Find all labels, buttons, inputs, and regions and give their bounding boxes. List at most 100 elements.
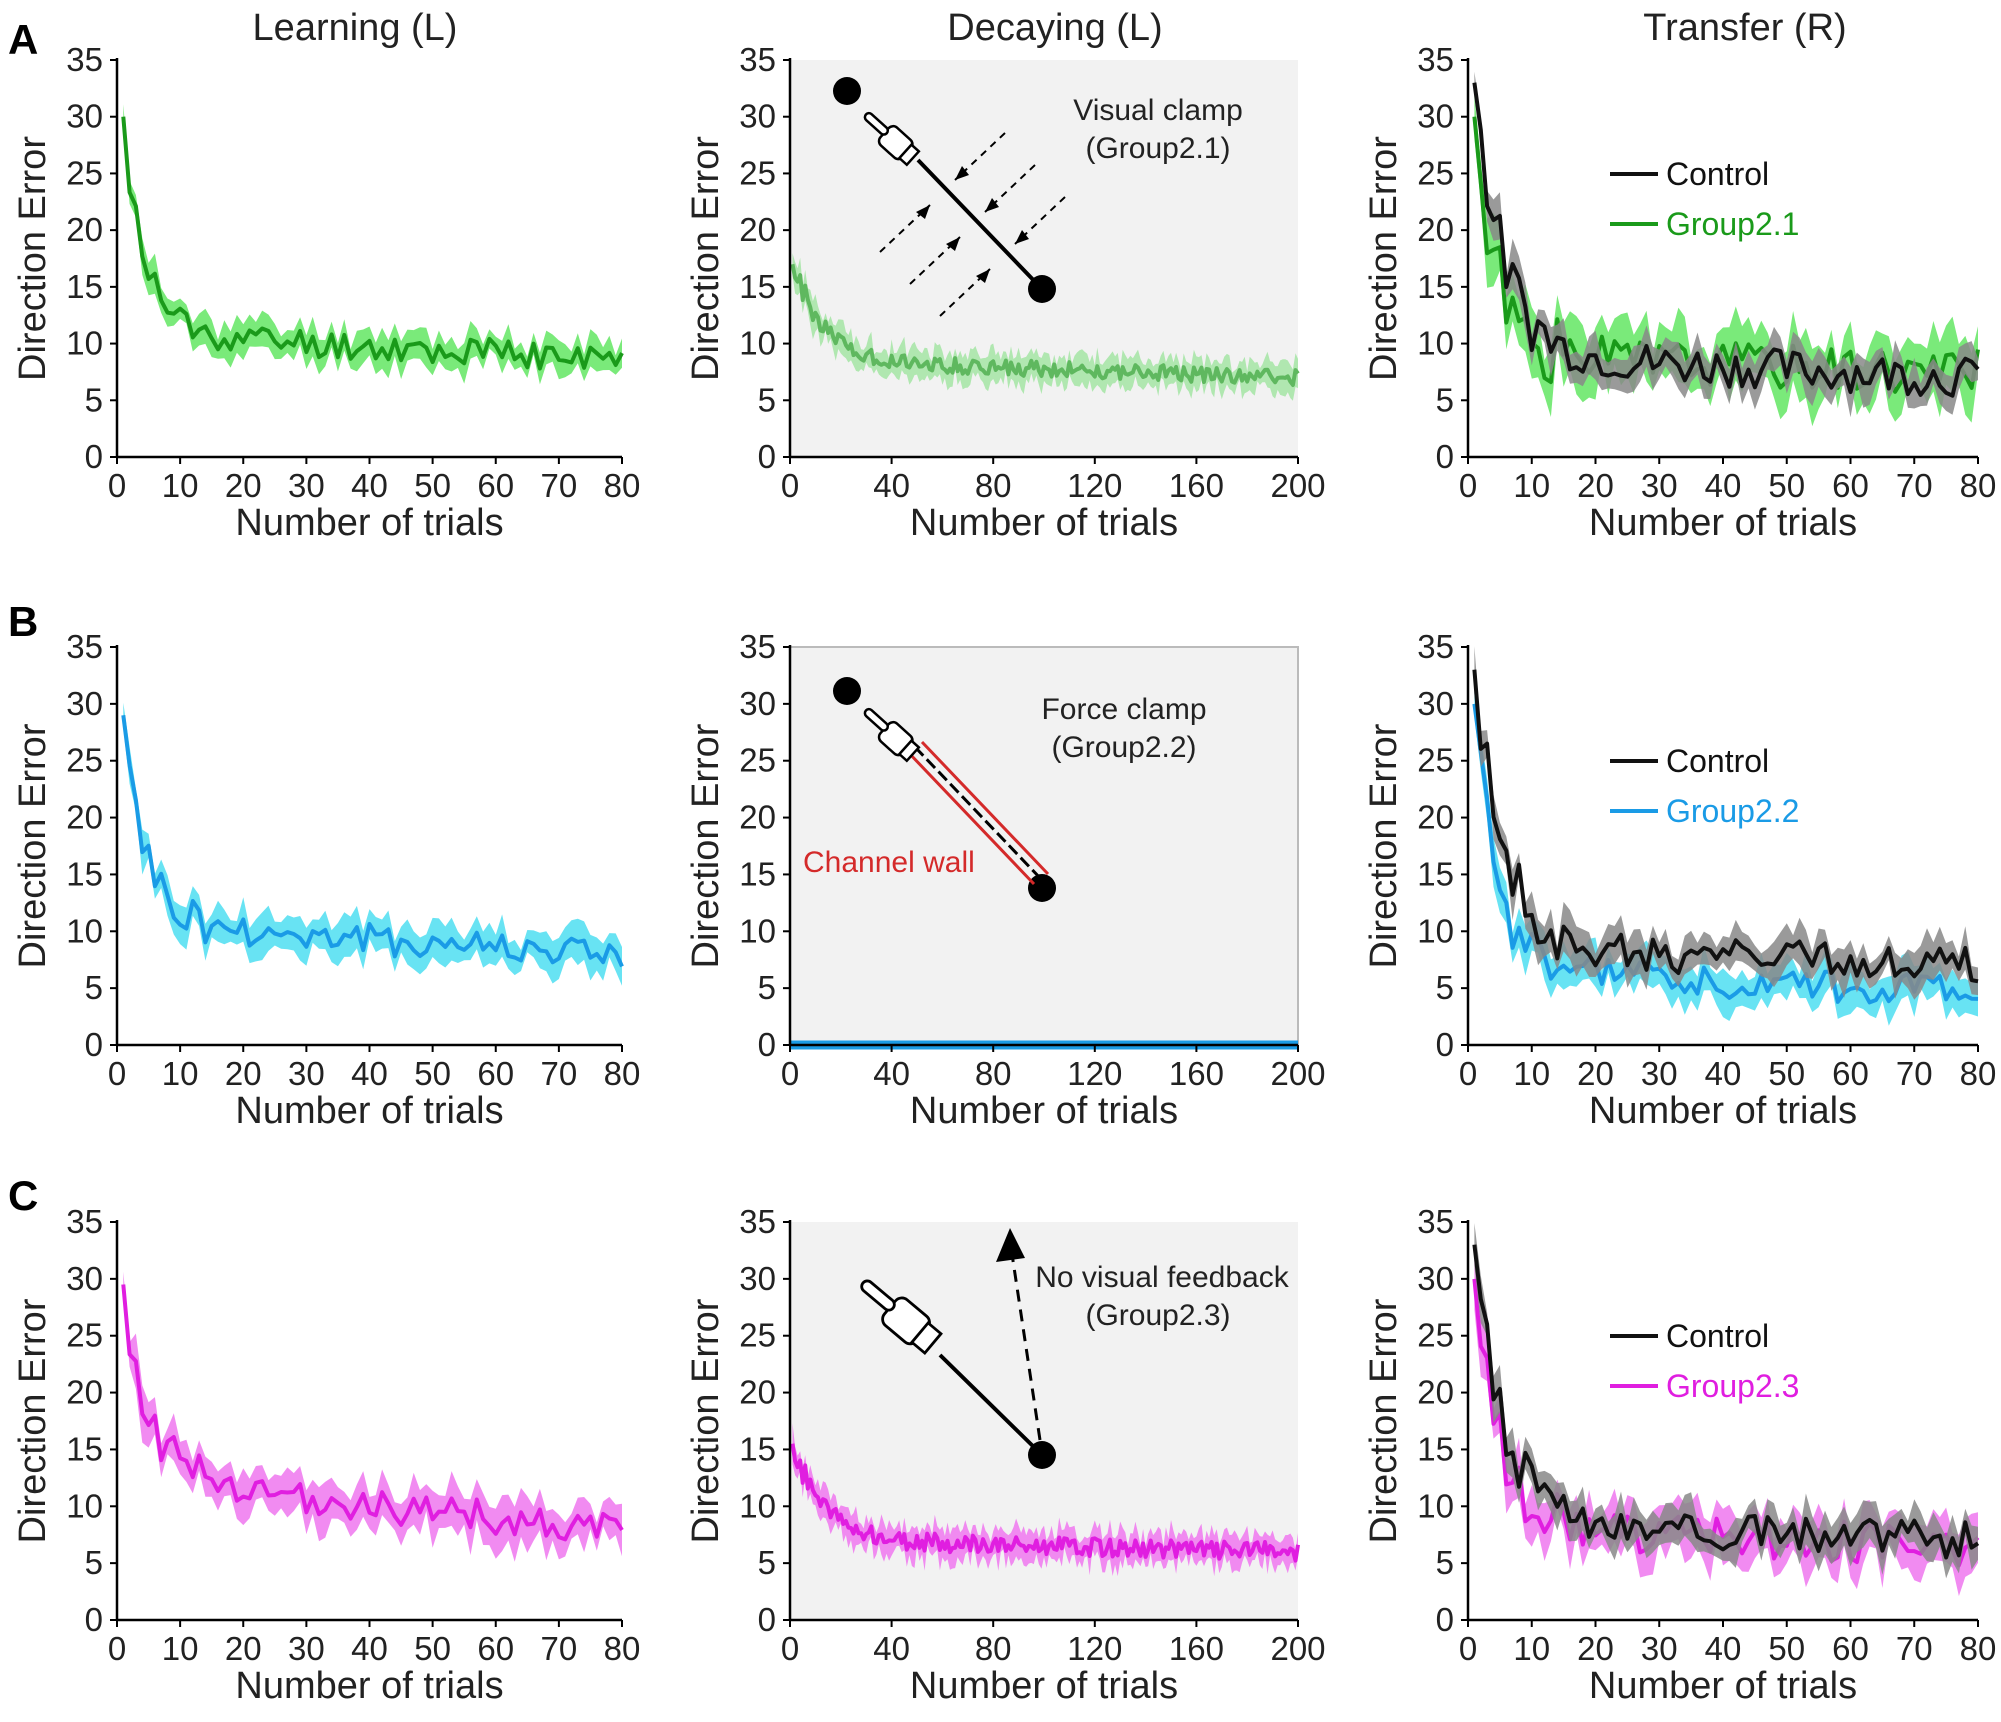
legend-label-Control: Control bbox=[1666, 156, 1769, 192]
x-axis-label: Number of trials bbox=[1589, 1665, 1857, 1707]
x-tick-label: 60 bbox=[477, 1055, 514, 1092]
x-axis-label: Number of trials bbox=[910, 502, 1178, 544]
x-tick-label: 20 bbox=[225, 1055, 262, 1092]
x-tick-label: 80 bbox=[1960, 1055, 1997, 1092]
x-tick-label: 40 bbox=[1705, 467, 1742, 504]
x-tick-label: 10 bbox=[162, 1630, 199, 1667]
chart-B-learning: 0 5 10 15 20 25 30 35 0 10 20 30 40 50 60 70 80 Number of… bbox=[12, 628, 640, 1132]
series-line-Group2.2 bbox=[1472, 703, 1979, 1005]
x-tick-label: 10 bbox=[162, 1055, 199, 1092]
y-tick-label: 20 bbox=[1417, 211, 1454, 248]
y-tick-label: 5 bbox=[85, 969, 103, 1006]
channel-wall-right bbox=[920, 740, 1050, 876]
x-tick-label: 10 bbox=[1513, 467, 1550, 504]
x-tick-label: 0 bbox=[781, 1055, 799, 1092]
legend-label-Control: Control bbox=[1666, 743, 1769, 779]
x-tick-label: 20 bbox=[225, 1630, 262, 1667]
y-tick-label: 20 bbox=[739, 799, 776, 836]
series-band-Group2.3 bbox=[123, 1271, 623, 1562]
x-tick-label: 0 bbox=[1459, 1630, 1477, 1667]
x-tick-label: 20 bbox=[225, 467, 262, 504]
annotation-channel-wall: Channel wall bbox=[803, 846, 975, 879]
y-tick-label: 25 bbox=[1417, 1317, 1454, 1354]
series-line-Group2.3 bbox=[121, 1284, 624, 1542]
x-tick-label: 30 bbox=[288, 1055, 325, 1092]
x-tick-label: 60 bbox=[1832, 1630, 1869, 1667]
series-band-Control bbox=[1474, 71, 1978, 418]
hidden-cursor-path bbox=[1010, 1253, 1042, 1441]
y-tick-label: 25 bbox=[739, 1317, 776, 1354]
x-tick-label: 10 bbox=[162, 467, 199, 504]
y-tick-label: 10 bbox=[739, 1487, 776, 1524]
x-tick-label: 20 bbox=[1577, 1630, 1614, 1667]
y-axis-label: Direction Error bbox=[685, 723, 727, 968]
row-label-c: C bbox=[8, 1172, 38, 1219]
y-tick-label: 10 bbox=[66, 325, 103, 362]
target-dot bbox=[833, 77, 861, 105]
legend-label-Control: Control bbox=[1666, 1318, 1769, 1354]
x-tick-label: 40 bbox=[873, 1630, 910, 1667]
x-axis-label: Number of trials bbox=[1589, 1090, 1857, 1132]
hand-icon bbox=[863, 707, 921, 763]
y-tick-label: 5 bbox=[85, 1544, 103, 1581]
x-tick-label: 120 bbox=[1067, 1630, 1122, 1667]
y-tick-label: 0 bbox=[758, 438, 776, 475]
y-tick-label: 5 bbox=[758, 381, 776, 418]
legend-label-Group2.3: Group2.3 bbox=[1666, 1368, 1799, 1404]
annotation-force-clamp: Force clamp bbox=[1041, 693, 1206, 726]
y-tick-label: 10 bbox=[739, 325, 776, 362]
x-tick-label: 20 bbox=[1577, 467, 1614, 504]
x-tick-label: 50 bbox=[1768, 467, 1805, 504]
y-tick-label: 35 bbox=[1417, 41, 1454, 78]
y-tick-label: 5 bbox=[758, 969, 776, 1006]
y-tick-label: 0 bbox=[85, 1601, 103, 1638]
y-tick-label: 25 bbox=[66, 742, 103, 779]
x-tick-label: 60 bbox=[477, 467, 514, 504]
x-axis-label: Number of trials bbox=[235, 1090, 503, 1132]
x-tick-label: 160 bbox=[1169, 1630, 1224, 1667]
chart-A-transfer: 0 5 10 15 20 25 30 35 0 10 20 30 40 50 60 70 80 Number of… bbox=[1363, 41, 1996, 544]
series-line-Group2.1 bbox=[121, 116, 624, 371]
y-tick-label: 15 bbox=[66, 855, 103, 892]
y-axis-label: Direction Error bbox=[12, 723, 54, 968]
x-tick-label: 40 bbox=[351, 1055, 388, 1092]
y-tick-label: 30 bbox=[66, 685, 103, 722]
y-tick-label: 30 bbox=[1417, 98, 1454, 135]
y-tick-label: 0 bbox=[85, 438, 103, 475]
chart-B-decaying: 0 5 10 15 20 25 30 35 0 40 80 120 160 200 Number of tr… bbox=[685, 628, 1326, 1132]
chart-B-transfer: 0 5 10 15 20 25 30 35 0 10 20 30 40 50 60 70 80 Number of… bbox=[1363, 628, 1996, 1132]
y-tick-label: 35 bbox=[739, 41, 776, 78]
y-tick-label: 10 bbox=[66, 1487, 103, 1524]
y-tick-label: 10 bbox=[1417, 912, 1454, 949]
y-axis-label: Direction Error bbox=[1363, 1298, 1405, 1543]
y-tick-label: 25 bbox=[66, 1317, 103, 1354]
x-tick-label: 80 bbox=[1960, 467, 1997, 504]
y-tick-label: 25 bbox=[1417, 742, 1454, 779]
x-tick-label: 80 bbox=[975, 467, 1012, 504]
y-tick-label: 20 bbox=[66, 1374, 103, 1411]
y-tick-label: 30 bbox=[66, 98, 103, 135]
series-band-Group2.2 bbox=[123, 702, 623, 986]
y-tick-label: 10 bbox=[66, 912, 103, 949]
x-tick-label: 0 bbox=[1459, 467, 1477, 504]
x-tick-label: 50 bbox=[1768, 1630, 1805, 1667]
x-tick-label: 0 bbox=[108, 1055, 126, 1092]
x-tick-label: 50 bbox=[1768, 1055, 1805, 1092]
x-tick-label: 70 bbox=[541, 467, 578, 504]
x-tick-label: 70 bbox=[1896, 1630, 1933, 1667]
y-tick-label: 30 bbox=[1417, 1260, 1454, 1297]
channel-wall-left bbox=[906, 750, 1036, 886]
x-tick-label: 10 bbox=[1513, 1630, 1550, 1667]
y-axis-label: Direction Error bbox=[12, 1298, 54, 1543]
y-tick-label: 20 bbox=[66, 799, 103, 836]
x-tick-label: 20 bbox=[1577, 1055, 1614, 1092]
y-tick-label: 0 bbox=[758, 1026, 776, 1063]
y-tick-label: 0 bbox=[1436, 438, 1454, 475]
x-tick-label: 30 bbox=[288, 1630, 325, 1667]
x-tick-label: 40 bbox=[1705, 1630, 1742, 1667]
x-tick-label: 30 bbox=[1641, 467, 1678, 504]
chart-C-learning: 0 5 10 15 20 25 30 35 0 10 20 30 40 50 60 70 80 Number of… bbox=[12, 1203, 640, 1707]
x-tick-label: 80 bbox=[604, 1055, 641, 1092]
